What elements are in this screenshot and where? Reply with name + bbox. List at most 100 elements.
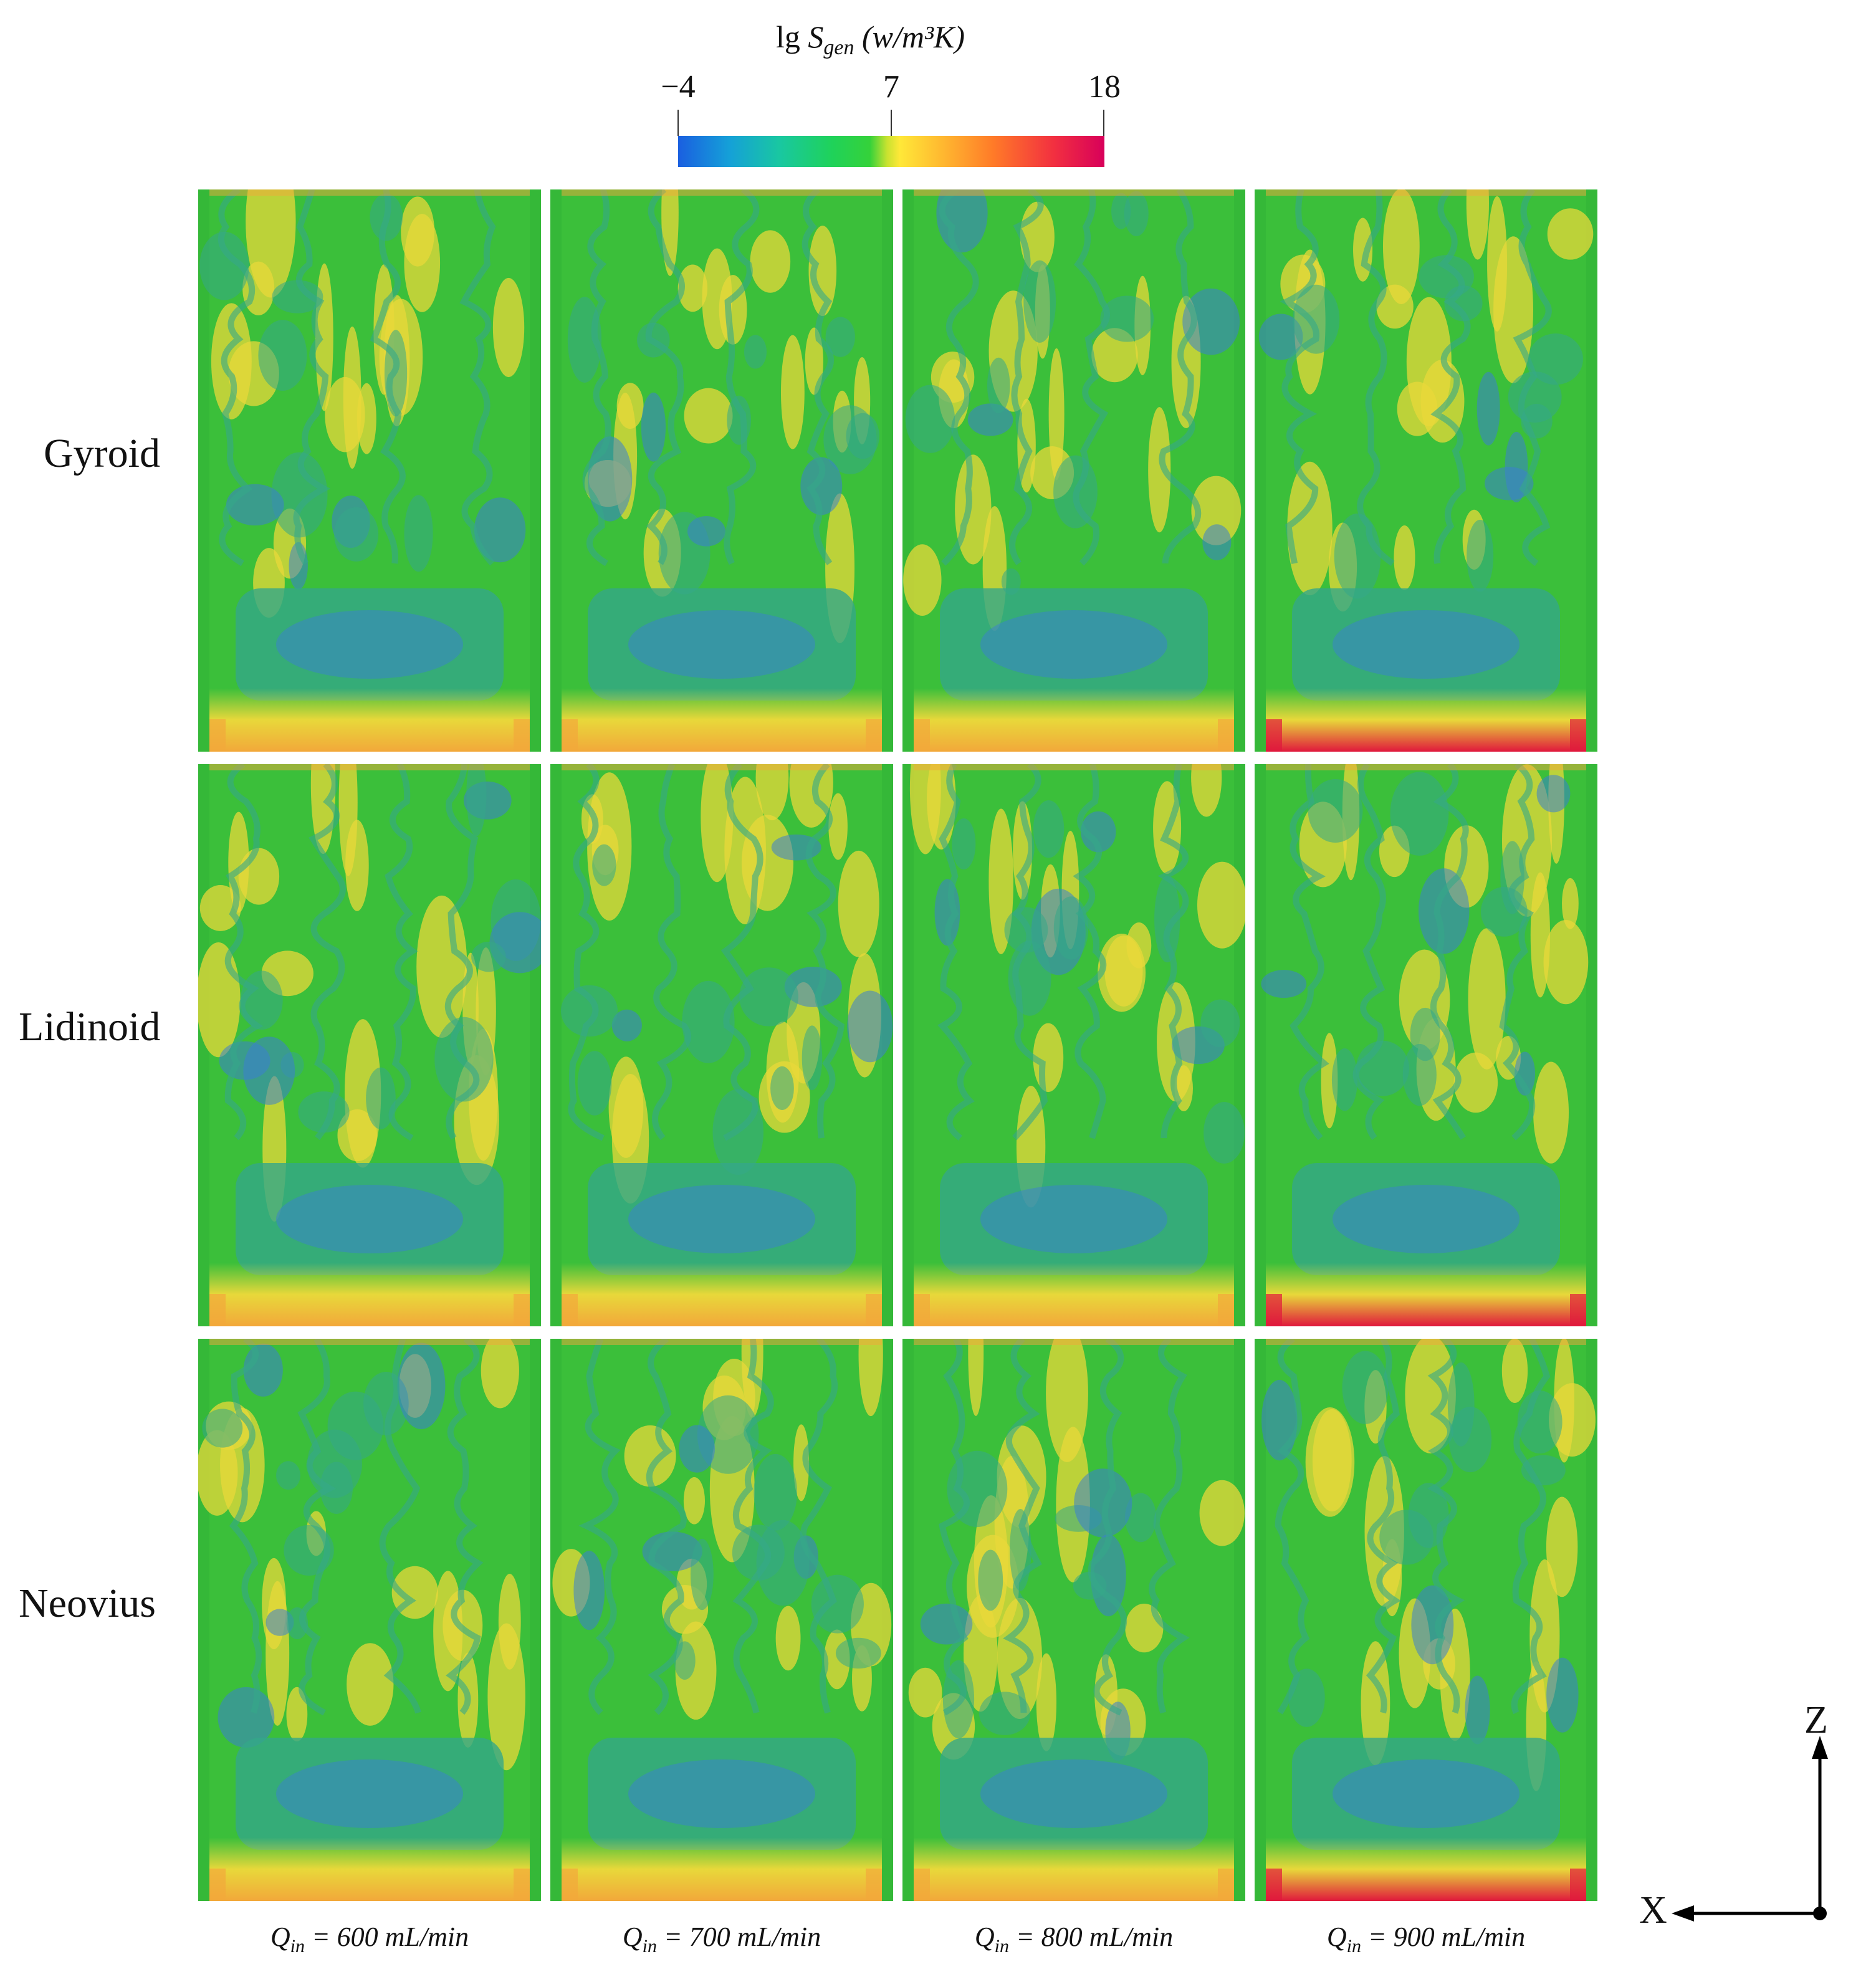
field-hot-patch <box>1466 189 1489 260</box>
field-cold-patch <box>202 1409 243 1448</box>
field-top-strip <box>209 189 530 196</box>
field-cold-patch <box>770 1066 794 1110</box>
contour-panel-gyroid-1 <box>198 189 541 752</box>
field-corner-right <box>1570 719 1586 752</box>
field-cold-core <box>628 1759 815 1828</box>
field-corner-left <box>914 719 930 752</box>
field-cold-patch <box>1293 284 1340 354</box>
z-axis-arrowhead <box>1812 1736 1828 1759</box>
field-cold-patch <box>641 392 666 462</box>
field-cold-patch <box>690 1538 714 1611</box>
field-strand <box>802 189 835 565</box>
field-cold-patch <box>1528 333 1583 385</box>
field-strand <box>1149 1339 1190 1714</box>
field-top-strip <box>1266 189 1586 196</box>
colorbar-title: lg Sgen (w/m³K) <box>776 19 965 60</box>
field-cold-core <box>276 610 463 679</box>
field-hot-patch <box>347 1643 394 1726</box>
field-bottom-hot-layer <box>209 688 530 752</box>
field-strand <box>1430 764 1469 1140</box>
colorbar-tick-min: −4 <box>661 69 696 105</box>
colorbar <box>678 136 1104 167</box>
contour-panel-lidinoid-3 <box>902 764 1245 1326</box>
field-cold-patch <box>334 507 379 562</box>
field-strand <box>385 764 418 1141</box>
field-hot-patch <box>1547 208 1594 260</box>
colorbar-title-prefix: lg <box>776 19 808 54</box>
field-hot-patch <box>858 1339 883 1417</box>
x-axis-arrowhead <box>1672 1905 1694 1922</box>
field-strand <box>652 764 691 1141</box>
field-strand <box>444 764 480 1140</box>
field-cold-patch <box>1261 970 1307 998</box>
field-cold-patch <box>218 1687 275 1748</box>
field-strand <box>645 189 685 565</box>
field-corner-right <box>866 1869 882 1901</box>
field-strand <box>1290 764 1329 1141</box>
column-label-text: = 700 mL/min <box>656 1922 821 1952</box>
column-label-600: Qin = 600 mL/min <box>270 1921 469 1957</box>
field-cold-patch <box>905 385 955 453</box>
field-top-strip <box>914 1339 1234 1345</box>
field-cold-patch <box>1023 260 1056 343</box>
field-corner-right <box>866 719 882 752</box>
field-top-strip <box>209 1339 530 1345</box>
field-hot-patch <box>1530 872 1550 998</box>
field-cold-patch <box>404 495 433 572</box>
field-hot-patch <box>325 376 365 452</box>
field-strand <box>568 764 605 1141</box>
field-hot-patch <box>286 1687 308 1742</box>
field-hot-patch <box>750 230 791 293</box>
field-cold-patch <box>1465 1675 1490 1745</box>
field-hot-patch <box>1406 297 1452 427</box>
colorbar-tick-mark-max <box>1103 110 1104 136</box>
field-strand <box>1012 764 1048 1141</box>
field-strand <box>1159 189 1202 564</box>
column-label-800: Qin = 800 mL/min <box>975 1921 1173 1957</box>
field-strand <box>370 189 406 564</box>
field-cold-patch <box>611 1009 642 1041</box>
field-cold-patch <box>560 985 618 1037</box>
field-strand <box>1427 1339 1465 1714</box>
contour-panel-gyroid-2 <box>550 189 893 752</box>
field-bottom-hot-layer <box>914 1837 1234 1901</box>
column-label-text: = 900 mL/min <box>1361 1922 1526 1952</box>
field-cold-patch <box>577 1051 612 1116</box>
field-hot-patch <box>828 793 848 860</box>
field-cold-patch <box>266 1609 294 1636</box>
field-cold-patch <box>1448 1406 1492 1473</box>
field-cold-patch <box>846 413 879 459</box>
field-cold-patch <box>1053 896 1089 960</box>
field-corner-right <box>866 1294 882 1326</box>
field-hot-patch <box>838 850 879 957</box>
field-strand <box>293 189 331 565</box>
field-hot-patch <box>1453 1052 1498 1113</box>
contour-field <box>550 764 893 1326</box>
contour-field <box>902 1339 1245 1901</box>
field-corner-left <box>1266 1294 1282 1326</box>
row-label-neovius: Neovius <box>19 1581 156 1626</box>
field-cold-patch <box>327 1391 384 1460</box>
field-cold-patch <box>835 1637 881 1669</box>
field-strand <box>582 189 611 567</box>
field-top-strip <box>562 189 882 196</box>
field-hot-patch <box>1549 1383 1596 1457</box>
contour-field <box>550 1339 893 1901</box>
field-hot-patch <box>1382 189 1420 305</box>
field-hot-patch <box>1533 1061 1569 1164</box>
field-hot-patch <box>677 264 708 312</box>
field-cold-patch <box>739 967 798 1027</box>
field-cold-patch <box>1390 772 1449 856</box>
field-strand <box>1088 1339 1127 1716</box>
field-wall-left <box>550 189 562 752</box>
field-cold-patch <box>219 1041 270 1080</box>
field-hot-patch <box>198 942 241 1058</box>
field-cold-patch <box>1467 519 1494 592</box>
field-hot-patch <box>1394 525 1415 590</box>
field-cold-patch <box>272 280 323 314</box>
field-bottom-hot-layer <box>1266 1263 1586 1326</box>
field-cold-patch <box>1100 295 1154 342</box>
field-strand <box>224 764 264 1141</box>
field-hot-patch <box>1562 878 1579 929</box>
field-strand <box>937 764 975 1141</box>
